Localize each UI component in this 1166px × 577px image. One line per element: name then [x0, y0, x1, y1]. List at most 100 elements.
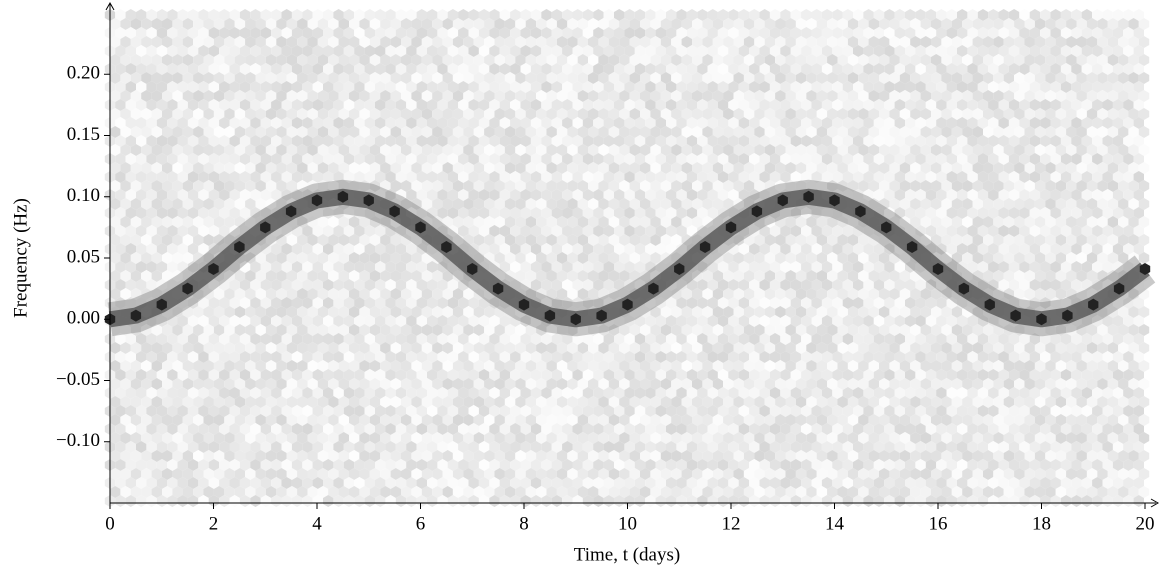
hex-cell	[141, 54, 152, 66]
hex-cell	[946, 81, 957, 93]
hex-cell	[473, 36, 485, 48]
hex-cell	[733, 36, 744, 48]
hex-cell	[323, 45, 334, 57]
hex-cell	[349, 90, 360, 102]
hex-cell	[369, 36, 381, 48]
hex-cell	[847, 36, 859, 48]
hex-cell	[593, 45, 604, 57]
hex-cell	[229, 9, 240, 21]
hex-cell	[588, 72, 599, 84]
hex-cell	[738, 9, 750, 21]
hex-cell	[894, 27, 905, 39]
hex-cell	[551, 9, 563, 21]
hex-cell	[359, 36, 370, 48]
hex-cell	[499, 9, 511, 21]
hex-cell	[390, 72, 401, 84]
hex-cell	[380, 54, 391, 66]
hex-cell	[286, 54, 298, 66]
hex-cell	[655, 27, 666, 39]
hex-cell	[328, 18, 339, 30]
hex-cell	[458, 45, 469, 57]
hex-cell	[297, 36, 308, 48]
hex-cell	[484, 54, 495, 66]
hex-cell	[146, 9, 157, 21]
hex-cell	[489, 81, 500, 93]
hex-cell	[905, 81, 916, 93]
hex-cell	[317, 72, 329, 84]
hex-cell	[1097, 36, 1108, 48]
hex-cell	[297, 72, 308, 84]
hex-cell	[577, 72, 588, 84]
hex-cell	[629, 72, 640, 84]
hex-cell	[879, 54, 890, 66]
hex-cell	[884, 63, 895, 75]
hex-cell	[676, 27, 687, 39]
hex-cell	[504, 36, 516, 48]
hex-cell	[1102, 81, 1113, 93]
hex-cell	[915, 63, 926, 75]
hex-cell	[946, 63, 957, 75]
hex-cell	[141, 36, 152, 48]
hex-cell	[562, 45, 573, 57]
hex-cell	[842, 9, 853, 21]
hex-cell	[853, 81, 864, 93]
hex-cell	[1008, 9, 1020, 21]
hex-cell	[317, 90, 329, 102]
hex-cell	[1066, 18, 1077, 30]
hex-cell	[234, 72, 246, 84]
hex-cell	[697, 9, 708, 21]
hex-cell	[307, 36, 318, 48]
hex-cell	[333, 9, 344, 21]
hex-cell	[260, 9, 272, 21]
hex-cell	[120, 90, 131, 102]
hex-cell	[1060, 27, 1072, 39]
hex-cell	[338, 54, 349, 66]
hex-cell	[271, 63, 282, 75]
hex-cell	[873, 27, 885, 39]
hex-cell	[515, 18, 526, 30]
hex-cell	[136, 9, 147, 21]
hex-cell	[1055, 18, 1067, 30]
hex-cell	[172, 36, 183, 48]
hex-cell	[795, 54, 807, 66]
hex-cell	[957, 27, 968, 39]
hex-cell	[115, 9, 126, 21]
hex-cell	[265, 18, 277, 30]
hex-cell	[951, 72, 963, 84]
hex-cell	[338, 72, 349, 84]
hex-cell	[141, 90, 152, 102]
hex-cell	[754, 72, 765, 84]
hex-cell	[193, 36, 204, 48]
hex-cell	[1097, 72, 1108, 84]
hex-cell	[702, 18, 713, 30]
hex-cell	[1029, 81, 1041, 93]
hex-cell	[577, 90, 588, 102]
hex-cell	[910, 72, 921, 84]
hex-cell	[676, 63, 687, 75]
hex-cell	[515, 90, 526, 102]
hex-cell	[650, 18, 661, 30]
hex-cell	[759, 27, 770, 39]
hex-cell	[988, 63, 999, 75]
hex-cell	[962, 36, 973, 48]
hex-cell	[198, 63, 209, 75]
hex-cell	[536, 72, 547, 84]
hex-cell	[265, 72, 277, 84]
hex-cell	[432, 54, 443, 66]
hex-cell	[941, 36, 952, 48]
hex-cell	[203, 36, 214, 48]
hex-cell	[879, 72, 890, 84]
hex-cell	[889, 18, 900, 30]
hex-cell	[957, 9, 968, 21]
hex-cell	[624, 81, 635, 93]
hex-cell	[712, 72, 724, 84]
hex-cell	[936, 45, 947, 57]
hex-cell	[525, 36, 537, 48]
hex-cell	[801, 81, 812, 93]
hex-cell	[250, 9, 261, 21]
hex-cell	[380, 72, 391, 84]
hex-cell	[1071, 63, 1082, 75]
hex-cell	[286, 72, 298, 84]
hex-cell	[910, 36, 921, 48]
hex-cell	[837, 72, 848, 84]
